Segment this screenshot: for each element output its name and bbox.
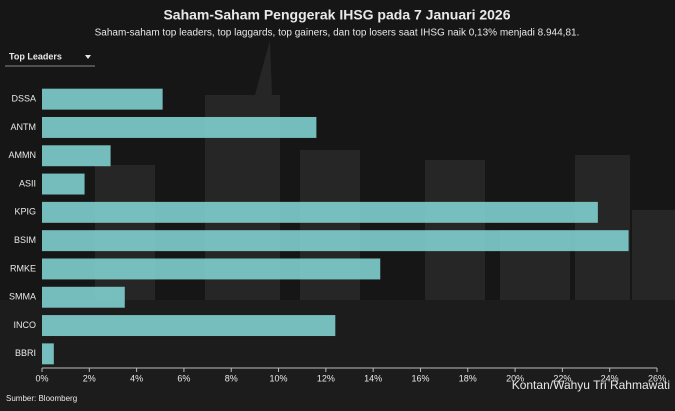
x-tick-label: 26% bbox=[648, 373, 666, 383]
bar bbox=[42, 258, 381, 280]
credit: Kontan/Wahyu Tri Rahmawati bbox=[512, 378, 670, 392]
dropdown-label[interactable]: Top Leaders bbox=[9, 51, 62, 61]
chart-subtitle: Saham-saham top leaders, top laggards, t… bbox=[95, 28, 580, 39]
bar bbox=[42, 315, 336, 337]
y-tick-label: ASII bbox=[19, 178, 36, 188]
x-tick-label: 0% bbox=[35, 373, 48, 383]
bar bbox=[42, 343, 54, 365]
x-tick-label: 6% bbox=[177, 373, 190, 383]
x-tick-label: 18% bbox=[459, 373, 477, 383]
dropdown-arrow[interactable] bbox=[85, 55, 91, 59]
bar bbox=[42, 145, 111, 167]
y-tick-label: KPIG bbox=[14, 207, 36, 217]
skyline bbox=[0, 40, 675, 411]
bar bbox=[42, 173, 85, 195]
y-tick-label: RMKE bbox=[10, 263, 36, 273]
chart-title: Saham-Saham Penggerak IHSG pada 7 Januar… bbox=[163, 7, 510, 23]
y-tick-label: BSIM bbox=[14, 235, 36, 245]
y-tick-label: INCO bbox=[14, 320, 37, 330]
x-tick-label: 20% bbox=[506, 373, 524, 383]
y-tick-label: AMMN bbox=[9, 150, 37, 160]
x-tick-label: 16% bbox=[411, 373, 429, 383]
x-tick-label: 12% bbox=[317, 373, 335, 383]
source: Sumber: Bloomberg bbox=[6, 394, 77, 403]
dropdown[interactable]: Top Leaders bbox=[5, 48, 95, 67]
bar bbox=[42, 230, 629, 252]
y-tick-label: BBRI bbox=[15, 348, 36, 358]
x-tick-label: 4% bbox=[130, 373, 143, 383]
bar bbox=[42, 201, 598, 223]
x-tick-label: 8% bbox=[225, 373, 238, 383]
x-tick-label: 14% bbox=[364, 373, 382, 383]
x-tick-label: 10% bbox=[270, 373, 288, 383]
bar bbox=[42, 88, 163, 110]
y-tick-label: SMMA bbox=[9, 292, 36, 302]
y-tick-label: DSSA bbox=[11, 94, 36, 104]
x-tick-label: 2% bbox=[83, 373, 96, 383]
x-tick-label: 24% bbox=[601, 373, 619, 383]
y-tick-label: ANTM bbox=[11, 122, 37, 132]
bar bbox=[42, 116, 317, 138]
bar bbox=[42, 286, 125, 308]
x-tick-label: 22% bbox=[553, 373, 571, 383]
